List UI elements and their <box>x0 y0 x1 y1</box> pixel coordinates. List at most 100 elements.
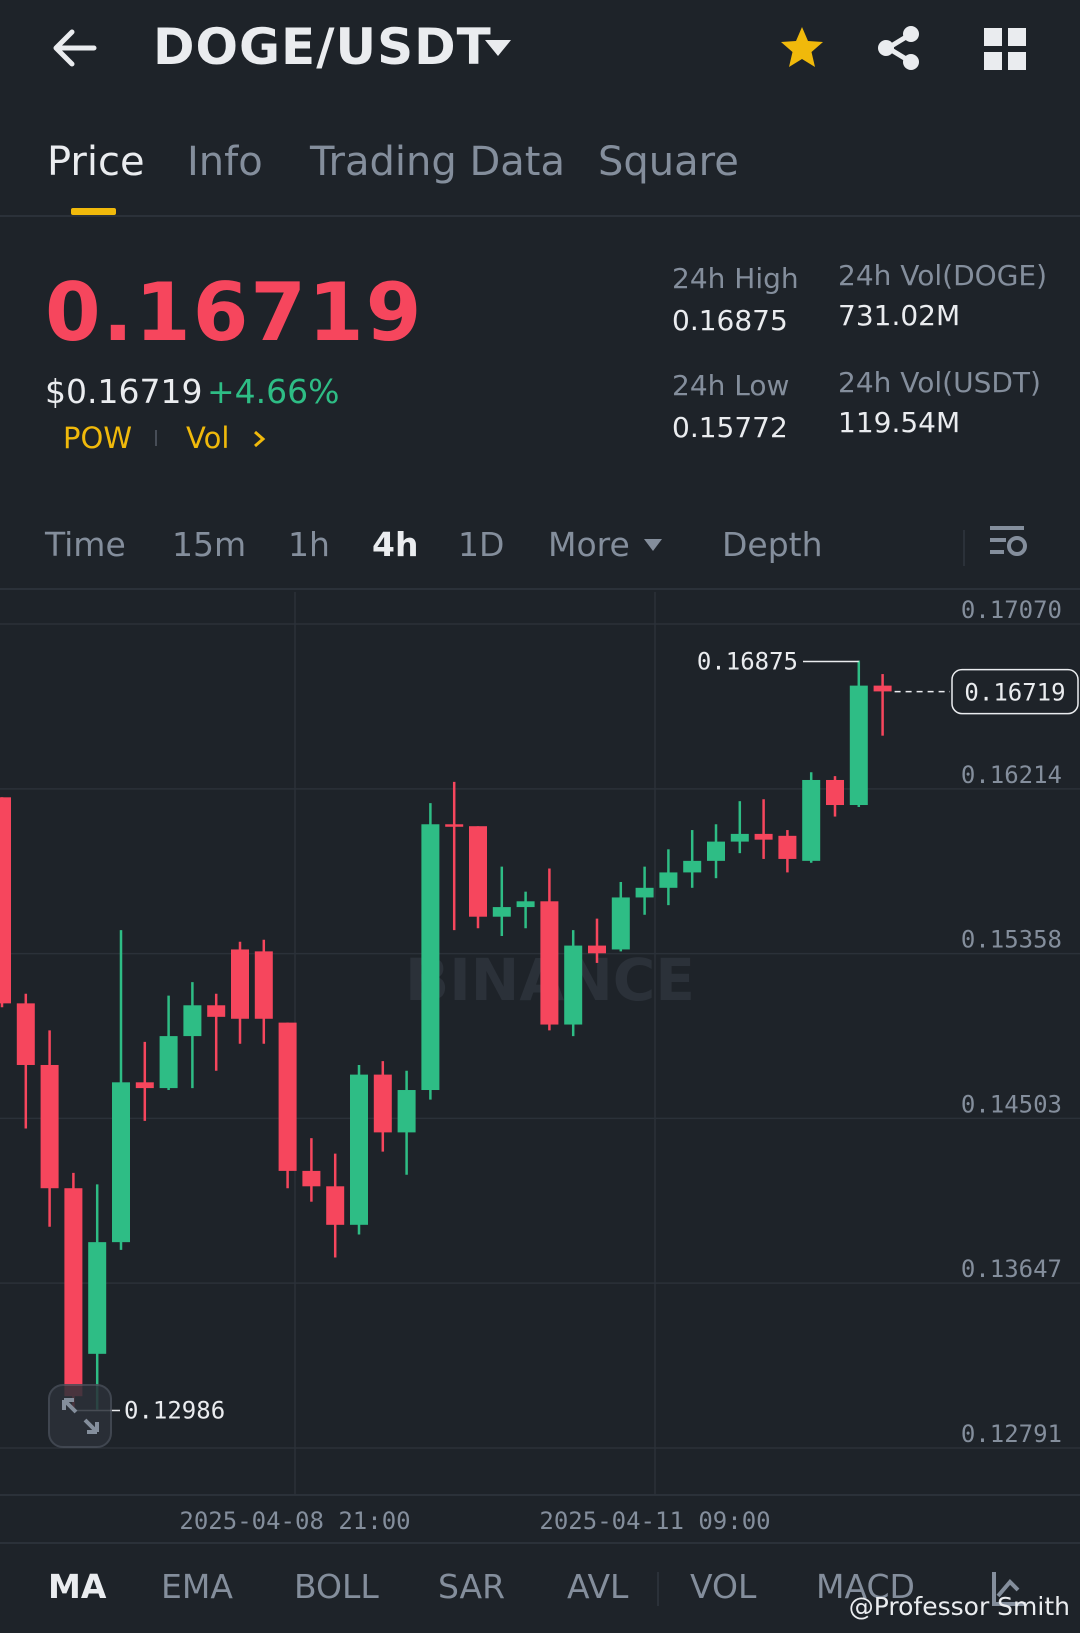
candle-body <box>540 901 559 1025</box>
candle <box>540 868 559 1031</box>
star-icon[interactable] <box>778 24 826 72</box>
share-icon[interactable] <box>876 24 922 72</box>
tag-divider <box>155 430 157 446</box>
ind-macd[interactable]: MACD <box>816 1567 915 1606</box>
candle <box>516 891 535 929</box>
x-tick-label: 2025-04-11 09:00 <box>539 1507 770 1535</box>
ind-sar[interactable]: SAR <box>438 1567 506 1606</box>
candle-body <box>112 1082 130 1243</box>
candle <box>397 1070 416 1175</box>
candle-body <box>16 1003 35 1065</box>
grid-icon[interactable] <box>984 28 1026 70</box>
chart-settings-icon[interactable] <box>988 522 1028 562</box>
tab-square[interactable]: Square <box>598 139 739 185</box>
candle <box>873 674 892 736</box>
y-tick-label: 0.12791 <box>961 1420 1062 1448</box>
vol-doge-label: 24h Vol(DOGE) <box>838 259 1048 292</box>
candle-body <box>849 685 868 806</box>
candle <box>802 772 821 863</box>
tf-depth[interactable]: Depth <box>722 525 823 564</box>
vol-usdt-value: 119.54M <box>838 406 961 439</box>
last-price: 0.16719 <box>45 266 424 359</box>
candle-body <box>231 949 249 1019</box>
low-value: 0.15772 <box>672 411 788 444</box>
candlestick-chart[interactable]: BINANCE 0.170700.162140.153580.145030.13… <box>0 592 1080 1542</box>
candle-body <box>421 824 440 1091</box>
y-tick-label: 0.17070 <box>961 596 1062 624</box>
y-tick-label: 0.15358 <box>961 926 1062 954</box>
candle <box>373 1061 392 1152</box>
low-marker-label: 0.12986 <box>124 1396 225 1424</box>
candle-body <box>826 779 844 806</box>
candle <box>659 849 678 906</box>
candle-body <box>754 833 773 840</box>
timeframe-bar: Time 15m 1h 4h 1D More Depth <box>0 510 1080 590</box>
y-tick-label: 0.16214 <box>961 761 1062 789</box>
candle-body <box>0 797 11 1004</box>
candle-body <box>802 779 821 861</box>
ind-divider <box>657 1572 659 1606</box>
candle <box>564 930 583 1037</box>
ind-boll[interactable]: BOLL <box>294 1567 379 1606</box>
candle <box>611 882 630 952</box>
candle <box>40 1030 59 1227</box>
tf-more[interactable]: More <box>548 525 630 564</box>
candle-body <box>469 826 487 917</box>
ind-ma[interactable]: MA <box>48 1567 107 1606</box>
candle-body <box>373 1074 392 1133</box>
candle-body <box>278 1022 297 1171</box>
vol-usdt-label: 24h Vol(USDT) <box>838 366 1041 399</box>
expand-icon[interactable] <box>48 1384 112 1448</box>
tf-4h[interactable]: 4h <box>372 525 419 564</box>
tag-vol[interactable]: Vol <box>186 421 230 455</box>
arrow-left-icon[interactable] <box>50 28 98 68</box>
candle <box>826 776 844 817</box>
candle-body <box>350 1074 368 1225</box>
ind-ema[interactable]: EMA <box>161 1567 233 1606</box>
high-value: 0.16875 <box>672 304 788 337</box>
top-bar: DOGE/USDT <box>0 0 1080 100</box>
candle <box>730 801 749 854</box>
tf-1h[interactable]: 1h <box>288 525 330 564</box>
candle-body <box>516 901 535 908</box>
tab-trading-data[interactable]: Trading Data <box>310 139 565 185</box>
candle-body <box>135 1082 154 1089</box>
candle <box>350 1064 368 1235</box>
tf-1d[interactable]: 1D <box>458 525 505 564</box>
candle-body <box>207 1005 226 1017</box>
chevron-right-icon[interactable] <box>252 429 266 449</box>
indicator-bar: MA EMA BOLL SAR AVL VOL MACD <box>0 1542 1080 1633</box>
caret-down-icon[interactable] <box>483 38 513 58</box>
candle <box>683 830 702 888</box>
pair-title[interactable]: DOGE/USDT <box>153 18 492 76</box>
candle <box>254 939 273 1044</box>
candle-body <box>873 685 892 692</box>
ind-vol[interactable]: VOL <box>690 1567 757 1606</box>
candle-body <box>611 897 630 950</box>
ind-avl[interactable]: AVL <box>567 1567 629 1606</box>
high-label: 24h High <box>672 262 799 295</box>
high-marker-label: 0.16875 <box>697 648 798 676</box>
candle <box>207 993 226 1071</box>
more-caret-icon[interactable] <box>643 538 663 552</box>
candle <box>16 993 35 1129</box>
tag-pow[interactable]: POW <box>63 421 132 455</box>
tf-15m[interactable]: 15m <box>172 525 247 564</box>
candle-body <box>159 1036 178 1089</box>
watermark-text: @Professor Smith <box>848 1592 1070 1621</box>
candle <box>588 918 606 963</box>
candle <box>0 797 11 1008</box>
indicator-edit-icon[interactable] <box>990 1568 1030 1608</box>
candle <box>183 982 202 1089</box>
tab-price[interactable]: Price <box>47 139 145 185</box>
candle-body <box>183 1005 202 1037</box>
tab-info[interactable]: Info <box>187 139 263 185</box>
candle-body <box>707 841 725 861</box>
tf-time[interactable]: Time <box>45 525 126 564</box>
y-tick-label: 0.14503 <box>961 1090 1062 1118</box>
candle-body <box>40 1064 59 1189</box>
candle-body <box>397 1090 416 1133</box>
main-tabs: Price Info Trading Data Square <box>0 125 1080 217</box>
candle <box>469 826 487 929</box>
last-price-box <box>951 668 1079 715</box>
